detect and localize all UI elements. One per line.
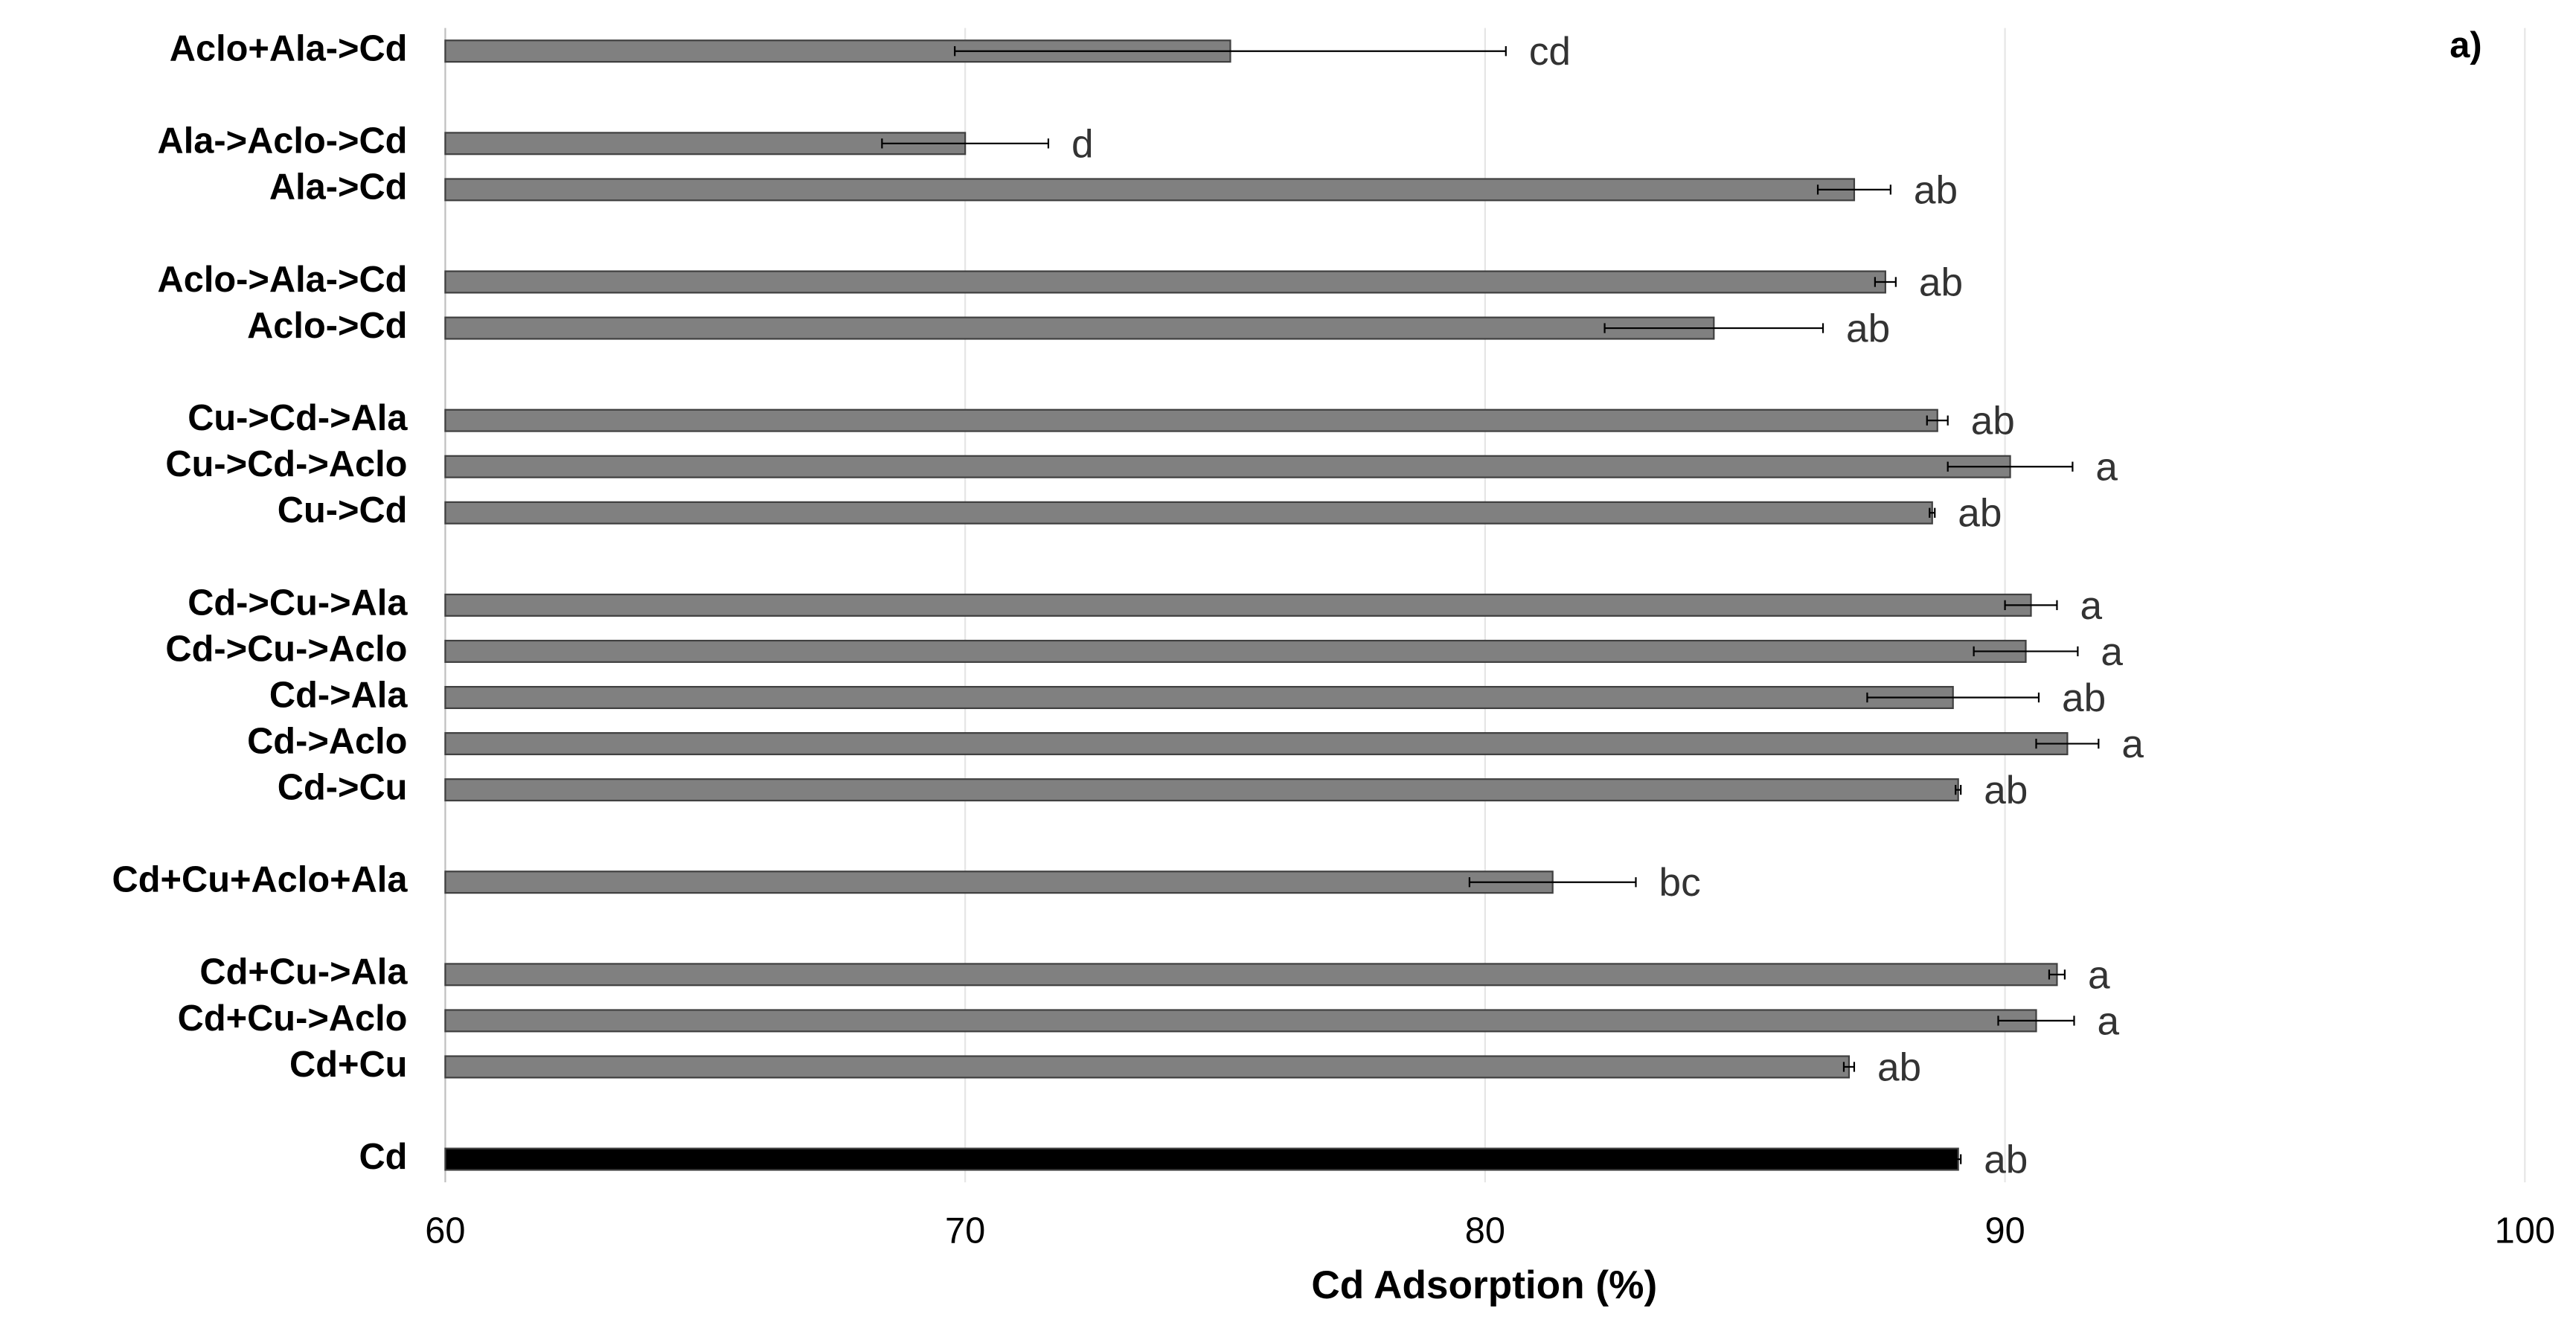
significance-letter: ab (1846, 307, 1890, 351)
y-tick-label: Aclo->Cd (247, 306, 407, 346)
y-tick-label: Cd (359, 1137, 407, 1177)
bar (444, 270, 1886, 294)
significance-letter: cd (1529, 30, 1571, 74)
bar (444, 963, 2058, 987)
bar (444, 455, 2011, 478)
significance-letter: ab (2062, 676, 2106, 720)
significance-letter: a (2088, 953, 2110, 997)
bar (444, 316, 1715, 340)
significance-letter: ab (1958, 492, 2002, 536)
significance-letter: ab (1877, 1045, 1921, 1089)
y-tick-label: Cd->Cu->Aclo (165, 629, 407, 669)
y-tick-label: Cd+Cu (289, 1045, 407, 1085)
y-tick-label: Aclo->Ala->Cd (158, 260, 408, 300)
significance-letter: ab (1914, 168, 1958, 212)
significance-letter: a (2121, 722, 2144, 766)
panel-label: a) (2450, 25, 2482, 65)
significance-letter: ab (1919, 260, 1963, 304)
bar (444, 732, 2069, 756)
significance-letter: bc (1659, 861, 1701, 905)
y-tick-label: Cu->Cd->Aclo (165, 444, 407, 484)
x-tick-label: 90 (1984, 1211, 2025, 1251)
y-tick-label: Cu->Cd->Ala (188, 398, 408, 438)
bar (444, 778, 1959, 802)
bar (444, 593, 2032, 617)
significance-letter: a (2101, 630, 2123, 674)
bar (444, 178, 1856, 202)
y-tick-label: Cu->Cd (278, 490, 408, 530)
y-tick-label: Cd->Aclo (247, 721, 407, 761)
significance-letter: ab (1971, 400, 2015, 443)
y-tick-label: Cd->Ala (269, 675, 408, 715)
significance-letter: d (1071, 122, 1094, 166)
y-tick-label: Cd->Cu->Ala (188, 583, 408, 623)
significance-letter: a (2080, 584, 2102, 628)
bar (444, 1009, 2037, 1033)
bar (444, 132, 967, 155)
y-tick-label: Aclo+Ala->Cd (170, 29, 408, 69)
y-tick-label: Cd+Cu->Ala (199, 952, 408, 993)
bar (444, 685, 1954, 710)
x-tick-label: 80 (1465, 1211, 1505, 1251)
y-tick-label: Cd+Cu->Aclo (178, 998, 408, 1039)
bar (444, 639, 2027, 663)
y-tick-label: Cd->Cu (278, 767, 408, 807)
bar (444, 408, 1938, 432)
significance-letter: ab (1984, 1138, 2028, 1182)
bar (444, 1055, 1851, 1079)
x-tick-label: 100 (2495, 1211, 2555, 1251)
y-tick-label: Ala->Cd (269, 167, 408, 208)
bar (444, 501, 1933, 525)
significance-letter: a (2095, 446, 2118, 490)
y-tick-label: Cd+Cu+Aclo+Ala (112, 860, 408, 900)
bar (444, 870, 1554, 894)
significance-letter: ab (1984, 769, 2028, 812)
x-axis-title: Cd Adsorption (%) (1311, 1263, 1657, 1307)
y-tick-label: Ala->Aclo->Cd (158, 121, 408, 161)
x-tick-label: 70 (945, 1211, 985, 1251)
bar (444, 1147, 1959, 1171)
significance-letter: a (2098, 999, 2120, 1043)
x-tick-label: 60 (425, 1211, 465, 1251)
